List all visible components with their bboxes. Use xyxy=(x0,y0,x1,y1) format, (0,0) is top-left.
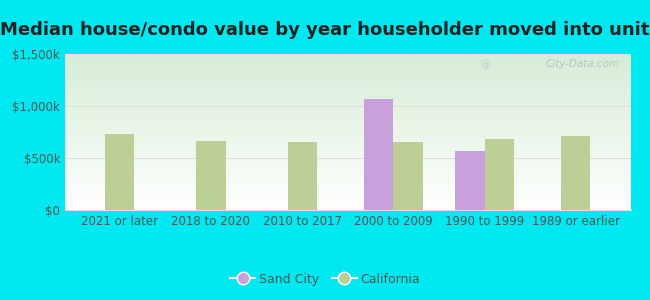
Bar xyxy=(287,142,317,210)
Text: City-Data.com: City-Data.com xyxy=(545,59,619,69)
Bar xyxy=(456,151,484,210)
Legend: Sand City, California: Sand City, California xyxy=(225,268,425,291)
Bar xyxy=(105,134,135,210)
Text: @: @ xyxy=(480,59,490,69)
Bar xyxy=(484,139,514,210)
Bar xyxy=(364,99,393,210)
Bar xyxy=(196,141,226,210)
Bar xyxy=(393,142,422,210)
Text: Median house/condo value by year householder moved into unit: Median house/condo value by year househo… xyxy=(0,21,650,39)
Bar xyxy=(561,136,590,210)
